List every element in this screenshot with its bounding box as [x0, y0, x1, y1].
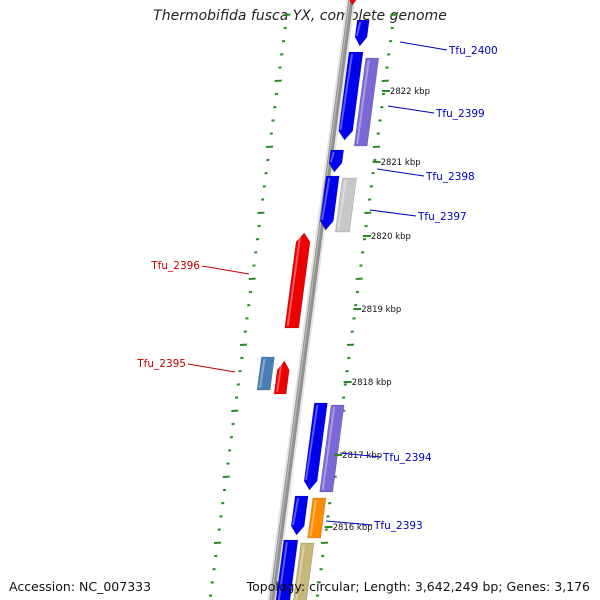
gene-arrow [319, 404, 345, 493]
tick-dot-layer [208, 13, 398, 597]
gene-arrow-highlight [286, 234, 302, 327]
gene-arrow-highlight [339, 53, 354, 131]
gene-label: Tfu_2394 [382, 452, 432, 464]
kbp-tick-label: 2817 kbp [342, 451, 382, 461]
gene-arrow-highlight [329, 151, 335, 163]
gene-arrow [335, 177, 357, 233]
gene-label-leader [325, 520, 373, 526]
genome-title: Thermobifida fusca YX, complete genome [153, 8, 447, 24]
gene-arrow [303, 402, 328, 491]
gene-label-leader [339, 452, 382, 458]
gene-label: Tfu_2398 [425, 171, 475, 183]
gene-label-leader [399, 41, 448, 51]
gene-arrow-highlight [356, 59, 370, 145]
gene-label: Tfu_2400 [448, 45, 498, 57]
kbp-tick-label: 2821 kbp [381, 158, 421, 168]
gene-arrow [338, 51, 364, 141]
gene-arrow-highlight [276, 362, 283, 393]
gene-label-leader [201, 265, 250, 275]
accession-text: Accession: NC_007333 [9, 579, 152, 594]
gene-arrow [293, 542, 315, 600]
backbone-line [269, 0, 354, 600]
gene-arrow [353, 57, 380, 147]
kbp-tick-label: 2820 kbp [371, 232, 411, 242]
genome-summary-text: Topology: circular; Length: 3,642,249 bp… [246, 579, 590, 594]
gene-arrow-highlight [321, 406, 336, 491]
gene-arrow-highlight [277, 541, 288, 600]
gene-label-leader [369, 209, 417, 217]
gene-arrow-highlight [259, 358, 266, 389]
gene-arrow-highlight [292, 497, 300, 526]
gene-label-leader [376, 168, 425, 177]
gene-arrow [354, 19, 370, 47]
kbp-tick-label: 2819 kbp [361, 305, 401, 315]
gene-label: Tfu_2395 [136, 358, 186, 370]
gene-arrow [307, 497, 327, 539]
gene-arrow-highlight [355, 21, 362, 37]
gene-arrow-highlight [309, 499, 317, 537]
gene-label: Tfu_2396 [150, 260, 200, 272]
gene-arrow [273, 360, 290, 395]
kbp-tick-label: 2816 kbp [333, 523, 373, 533]
gene-arrow [349, 0, 357, 6]
gene-arrow [290, 495, 309, 536]
gene-arrow [275, 539, 299, 600]
gene-layer [256, 0, 380, 600]
gene-arrow [284, 232, 311, 329]
kbp-tick-layer: 2822 kbp 2821 kbp 2820 kbp 2819 kbp 2818 kbp… [324, 87, 430, 533]
gene-arrow [256, 356, 275, 391]
gene-arrow [328, 149, 345, 173]
gene-arrow-highlight [304, 404, 319, 481]
gene-label-leader [387, 105, 435, 114]
gene-label-leader [187, 363, 236, 373]
gene-arrow-highlight [337, 179, 347, 231]
gene-label: Tfu_2393 [373, 520, 423, 532]
kbp-tick-label: 2822 kbp [390, 87, 430, 97]
gene-label: Tfu_2399 [435, 108, 485, 120]
gene-arrow [320, 175, 340, 231]
gene-arrow-highlight [321, 177, 331, 221]
gene-arrow-highlight [295, 544, 305, 600]
gene-label-layer: Tfu_2400 Tfu_2399 Tfu_2398 Tfu_2397 Tfu_2396… [136, 41, 498, 532]
gene-label: Tfu_2397 [417, 211, 467, 223]
backbone-layer [267, 0, 356, 600]
kbp-tick-label: 2818 kbp [352, 378, 392, 388]
backbone-highlight [270, 0, 351, 600]
